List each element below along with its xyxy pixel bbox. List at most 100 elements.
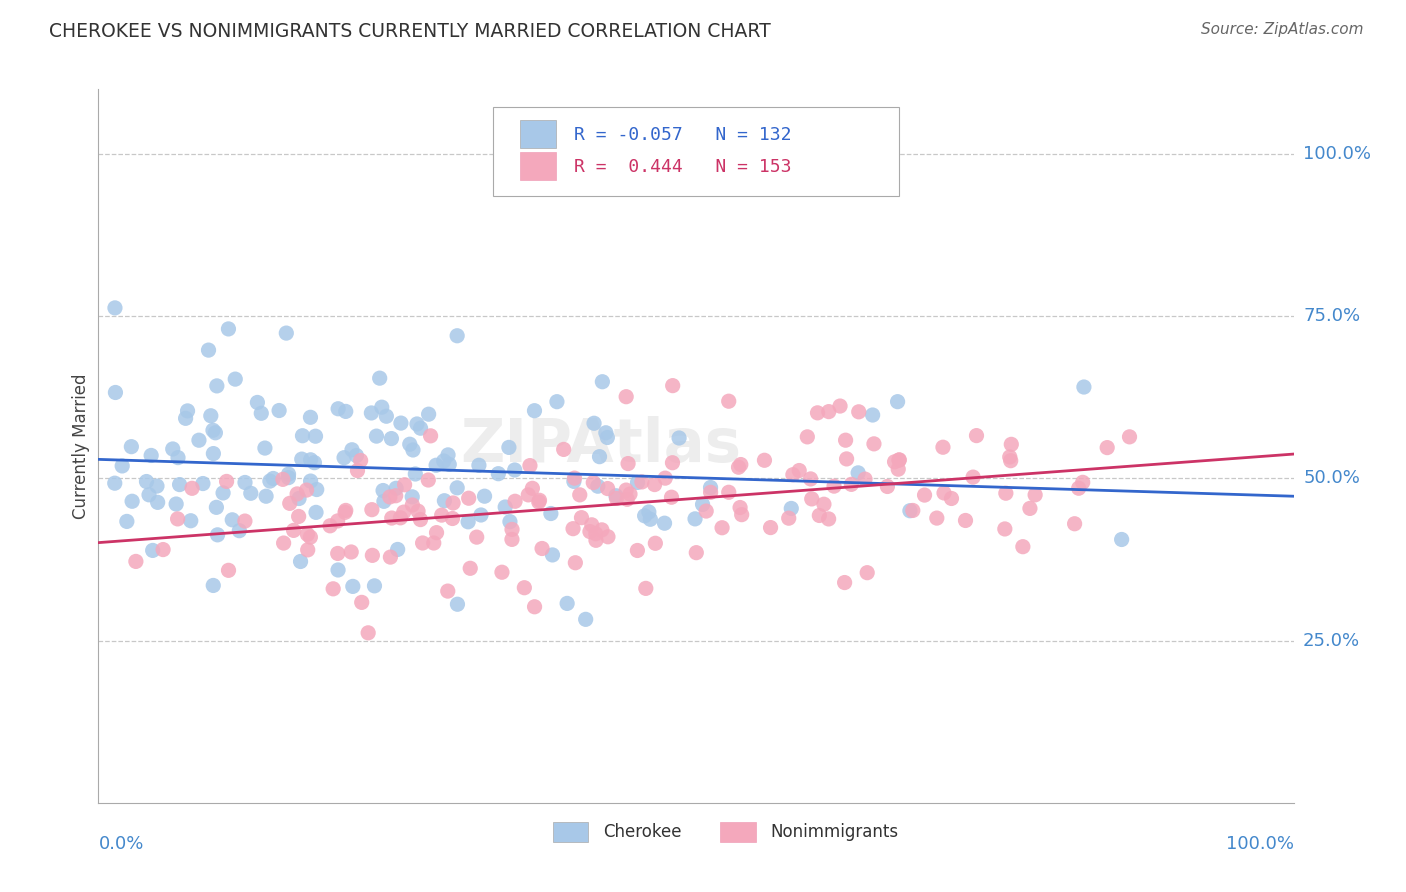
Text: ZIPAtlas: ZIPAtlas (460, 417, 741, 475)
Point (955, 513, 977, 527)
Point (626, 475, 648, 490)
Point (614, 390, 637, 404)
Point (800, 491, 823, 506)
Point (253, 441, 276, 455)
Point (575, 612, 598, 626)
Point (125, 554, 148, 568)
Point (887, 453, 910, 467)
Point (446, 597, 468, 611)
Point (862, 408, 884, 422)
Point (152, 542, 174, 557)
Point (596, 430, 619, 444)
Point (304, 456, 326, 470)
Point (876, 479, 898, 493)
Point (596, 530, 619, 544)
Point (381, 511, 404, 525)
Point (165, 497, 187, 511)
Point (596, 482, 619, 496)
Point (162, 442, 184, 456)
Point (522, 481, 544, 495)
Point (305, 505, 328, 519)
Point (661, 378, 683, 392)
Point (914, 488, 936, 502)
Point (470, 508, 492, 522)
Point (711, 521, 734, 535)
Point (406, 417, 429, 431)
Point (181, 481, 204, 495)
Point (174, 411, 197, 425)
Point (499, 515, 522, 529)
Point (562, 475, 585, 489)
Point (384, 489, 406, 503)
Point (595, 425, 617, 440)
Point (439, 458, 461, 472)
Point (111, 458, 134, 473)
Point (588, 450, 610, 464)
Point (571, 510, 593, 524)
Point (233, 475, 256, 490)
Point (305, 483, 328, 497)
Point (640, 512, 662, 526)
Point (146, 479, 169, 493)
Point (287, 509, 309, 524)
Point (491, 566, 513, 580)
Point (409, 512, 432, 526)
Point (925, 511, 948, 525)
Point (224, 372, 246, 386)
Point (591, 523, 613, 537)
Point (392, 505, 415, 519)
Point (297, 542, 319, 557)
Point (683, 512, 706, 526)
Point (637, 505, 659, 519)
Point (363, 579, 385, 593)
Point (586, 479, 609, 493)
Point (169, 477, 191, 491)
Point (644, 477, 666, 491)
Point (276, 326, 298, 340)
Point (1024, 488, 1046, 502)
Point (409, 421, 432, 435)
Point (357, 625, 380, 640)
Point (564, 471, 586, 485)
Point (474, 489, 496, 503)
Point (233, 514, 256, 528)
Point (398, 437, 420, 451)
Point (699, 481, 721, 495)
Point (727, 460, 749, 475)
Point (1111, 533, 1133, 547)
Point (326, 546, 349, 560)
Point (796, 430, 818, 444)
Point (380, 550, 402, 565)
Bar (520, 120, 557, 148)
Point (202, 446, 225, 460)
Point (527, 495, 550, 509)
Bar (553, 822, 589, 842)
Point (605, 489, 627, 503)
Point (278, 496, 301, 510)
Point (634, 582, 657, 596)
Point (465, 530, 488, 544)
Point (585, 533, 607, 548)
Point (228, 524, 250, 538)
Point (217, 322, 239, 336)
Point (197, 343, 219, 357)
Point (1019, 501, 1042, 516)
Point (633, 508, 655, 523)
Point (853, 472, 876, 486)
Point (375, 409, 398, 424)
Point (932, 486, 955, 500)
Point (322, 582, 344, 596)
Point (883, 455, 905, 469)
Point (141, 449, 163, 463)
Point (335, 503, 357, 517)
Point (817, 404, 839, 418)
Point (828, 399, 851, 413)
Point (288, 491, 311, 506)
Point (250, 406, 273, 420)
Y-axis label: Currently Married: Currently Married (72, 373, 90, 519)
Point (644, 536, 666, 550)
Point (787, 464, 810, 478)
Point (385, 481, 408, 495)
Point (519, 458, 541, 473)
Point (333, 450, 356, 465)
